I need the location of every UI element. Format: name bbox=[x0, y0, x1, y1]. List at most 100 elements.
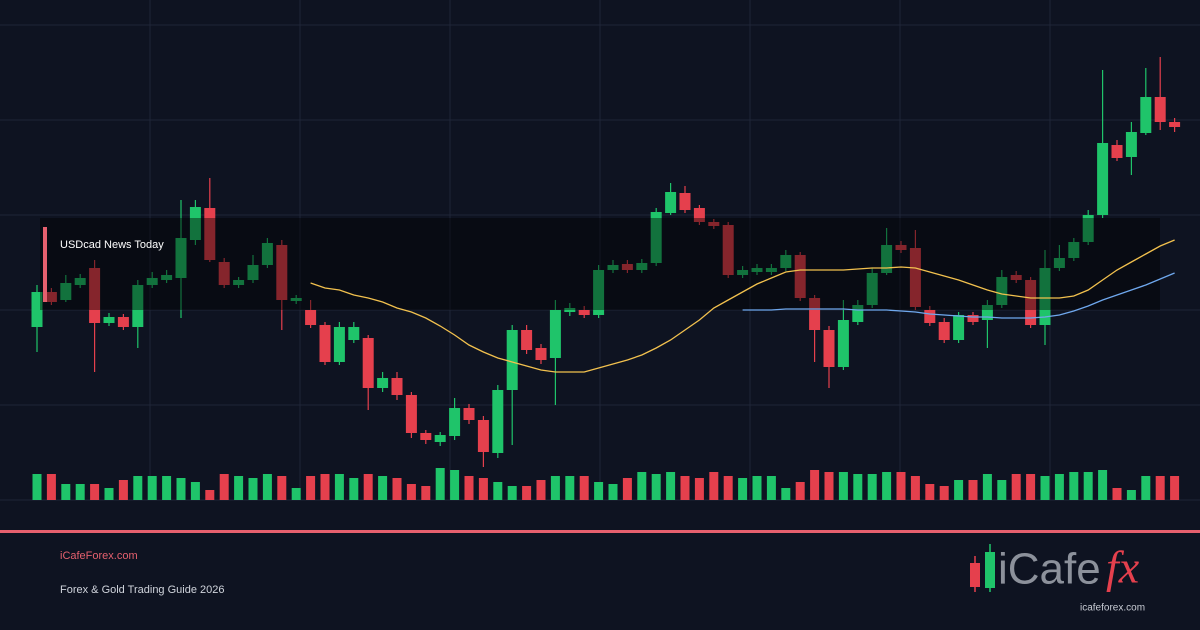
volume-bar bbox=[954, 480, 964, 500]
candle-body bbox=[621, 264, 633, 270]
volume-bar bbox=[435, 468, 445, 500]
volume-bar bbox=[392, 478, 402, 500]
logo-text: iCafe bbox=[998, 545, 1101, 594]
volume-bar bbox=[75, 484, 85, 500]
annotation: USDcad News Today bbox=[60, 239, 164, 251]
volume-bar bbox=[550, 476, 560, 500]
candle-body bbox=[909, 248, 921, 307]
candle-body bbox=[593, 270, 605, 315]
candle-body bbox=[463, 408, 475, 420]
volume-bar bbox=[997, 480, 1007, 500]
volume-bar bbox=[277, 476, 287, 500]
candle-body bbox=[377, 378, 389, 388]
volume-bar bbox=[262, 474, 272, 500]
volume-bar bbox=[1126, 490, 1136, 500]
moving-average bbox=[742, 272, 1175, 319]
candle-body bbox=[765, 268, 777, 272]
candle-body bbox=[953, 315, 965, 340]
volume-bar bbox=[622, 478, 632, 500]
candle-body bbox=[1010, 275, 1022, 280]
candle-body bbox=[362, 338, 374, 388]
volume-bar bbox=[1170, 476, 1180, 500]
candle-body bbox=[161, 275, 173, 280]
candle-body bbox=[521, 330, 533, 350]
candle-body bbox=[204, 208, 216, 260]
volume-bar bbox=[118, 480, 128, 500]
candle-body bbox=[276, 245, 288, 300]
candle-body bbox=[233, 280, 245, 285]
candle-body bbox=[348, 327, 360, 340]
volume-bar bbox=[61, 484, 71, 500]
candle-body bbox=[809, 298, 821, 330]
candle-body bbox=[247, 265, 259, 280]
volume-bar bbox=[882, 472, 892, 500]
volume-bar bbox=[104, 488, 114, 500]
volume-bar bbox=[1112, 488, 1122, 500]
volume-bar bbox=[968, 480, 978, 500]
volume-bar bbox=[536, 480, 546, 500]
candle-body bbox=[1140, 97, 1152, 133]
candle-body bbox=[60, 283, 72, 300]
volume-bar bbox=[190, 482, 200, 500]
candle-body bbox=[132, 285, 144, 327]
candle-body bbox=[319, 325, 331, 362]
volume-bar bbox=[723, 476, 733, 500]
moving-averages bbox=[310, 239, 1175, 373]
volume-bar bbox=[594, 482, 604, 500]
candle-body bbox=[967, 315, 979, 322]
candle-body bbox=[89, 268, 101, 323]
candle-body bbox=[305, 310, 317, 325]
candle-body bbox=[477, 420, 489, 452]
footer-subtitle: Forex & Gold Trading Guide 2026 bbox=[60, 584, 224, 596]
volume-bar bbox=[579, 476, 589, 500]
candle-body bbox=[1039, 268, 1051, 325]
volume-bar bbox=[666, 472, 676, 500]
candle-body bbox=[837, 320, 849, 367]
candle-body bbox=[665, 192, 677, 213]
candle-body bbox=[881, 245, 893, 273]
candle-body bbox=[780, 255, 792, 268]
candle-body bbox=[506, 330, 518, 390]
candle-body bbox=[607, 265, 619, 270]
volume-bar bbox=[766, 476, 776, 500]
volume-bar bbox=[507, 486, 517, 500]
volume-bar bbox=[608, 484, 618, 500]
candle-body bbox=[794, 255, 806, 298]
logo-candle bbox=[985, 552, 995, 588]
volume-bar bbox=[349, 478, 359, 500]
candle-body bbox=[218, 262, 230, 285]
volume-bar bbox=[133, 476, 143, 500]
candle-body bbox=[1169, 122, 1181, 127]
volume-bar bbox=[363, 474, 373, 500]
volume-bar bbox=[176, 478, 186, 500]
volume-bar bbox=[522, 486, 532, 500]
logo-fx: fx bbox=[1106, 542, 1140, 593]
volume-bar bbox=[32, 474, 42, 500]
logo: iCafe fx icafeforex.com bbox=[970, 542, 1145, 614]
volume-bar bbox=[291, 488, 301, 500]
candle-body bbox=[391, 378, 403, 395]
candle-body bbox=[434, 435, 446, 442]
candle-body bbox=[405, 395, 417, 433]
volume-bar bbox=[982, 474, 992, 500]
volume-bar bbox=[694, 478, 704, 500]
candle-body bbox=[117, 317, 129, 327]
candle-body bbox=[650, 212, 662, 263]
volume-bar bbox=[738, 478, 748, 500]
candle-body bbox=[924, 310, 936, 323]
candle-body bbox=[175, 238, 187, 278]
volume-bar bbox=[1083, 472, 1093, 500]
candles bbox=[31, 57, 1181, 467]
volume-bar bbox=[896, 472, 906, 500]
candle-body bbox=[535, 348, 547, 360]
volume-bar bbox=[421, 486, 431, 500]
candle-body bbox=[1125, 132, 1137, 157]
volume-bar bbox=[306, 476, 316, 500]
candle-body bbox=[1053, 258, 1065, 268]
volume-bar bbox=[205, 490, 215, 500]
volume-bar bbox=[334, 474, 344, 500]
band-marker bbox=[43, 227, 47, 302]
volume-bar bbox=[651, 474, 661, 500]
volume-bar bbox=[1026, 474, 1036, 500]
volume-bar bbox=[478, 478, 488, 500]
